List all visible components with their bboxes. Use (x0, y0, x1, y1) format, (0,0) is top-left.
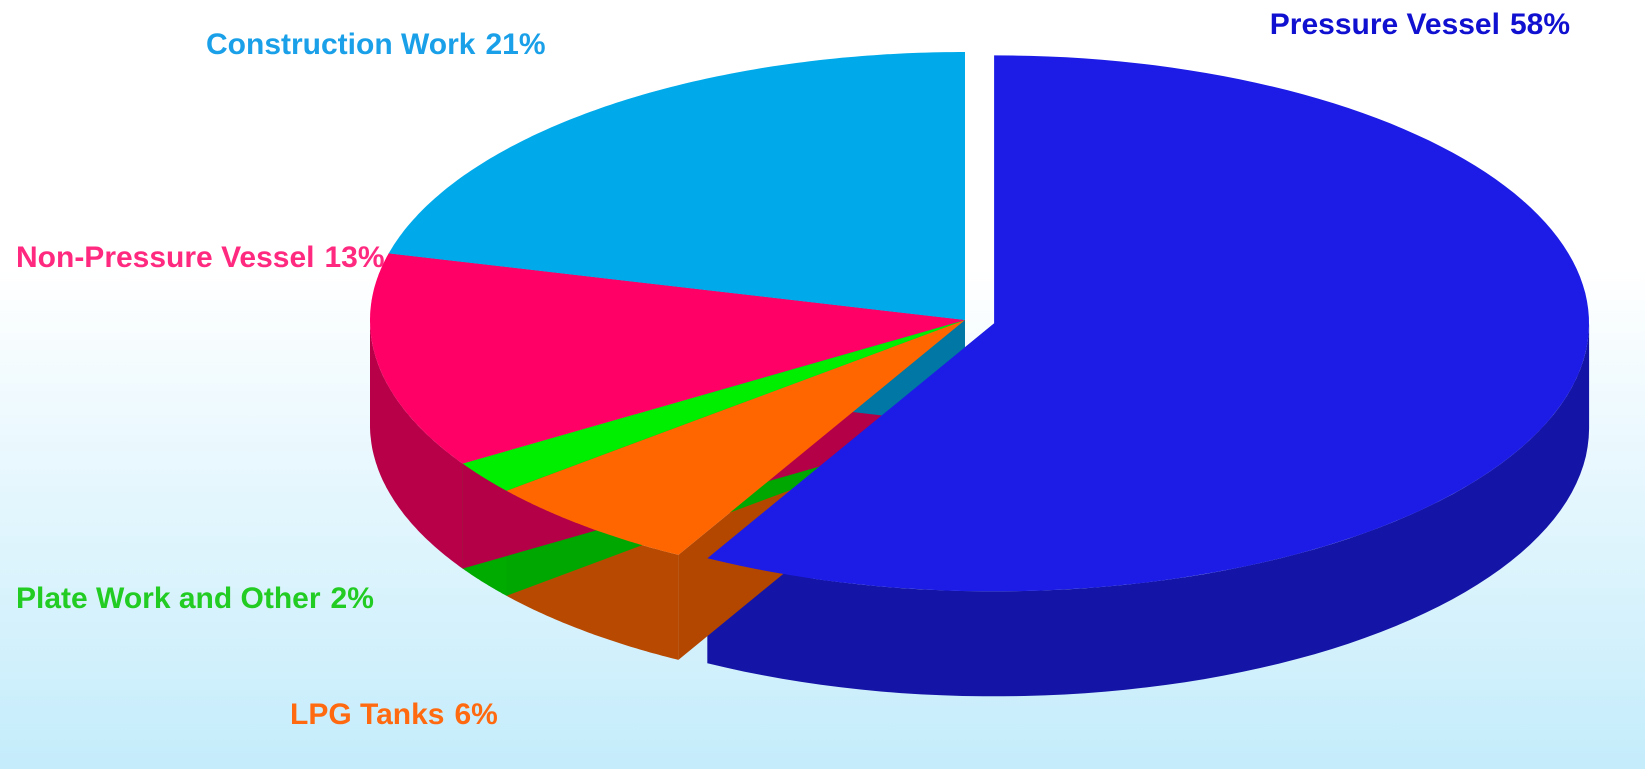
slice-label-value: 13% (325, 241, 385, 274)
slice (707, 55, 1589, 592)
slice-label: Pressure Vessel 58% (1270, 8, 1570, 41)
slice-label-name: LPG Tanks (290, 698, 444, 731)
slice (388, 52, 965, 320)
slice-label: Construction Work 21% (206, 28, 546, 61)
slice-label-name: Non-Pressure Vessel (16, 241, 315, 274)
slice-label: Non-Pressure Vessel 13% (16, 241, 385, 274)
slice (506, 320, 965, 555)
slice-side (707, 323, 1590, 697)
slice-label: LPG Tanks 6% (290, 698, 498, 731)
slice-side (370, 320, 463, 569)
slice-label-name: Pressure Vessel (1270, 8, 1500, 41)
slice-label-name: Construction Work (206, 28, 476, 61)
slice-label: Plate Work and Other 2% (16, 582, 374, 615)
slice-label-value: 21% (485, 28, 545, 61)
slice-label-value: 2% (331, 582, 374, 615)
slice (462, 320, 965, 491)
slice-label-value: 6% (454, 698, 497, 731)
slice-label-name: Plate Work and Other (16, 582, 321, 615)
slice-label-value: 58% (1510, 8, 1570, 41)
slice (370, 253, 965, 464)
